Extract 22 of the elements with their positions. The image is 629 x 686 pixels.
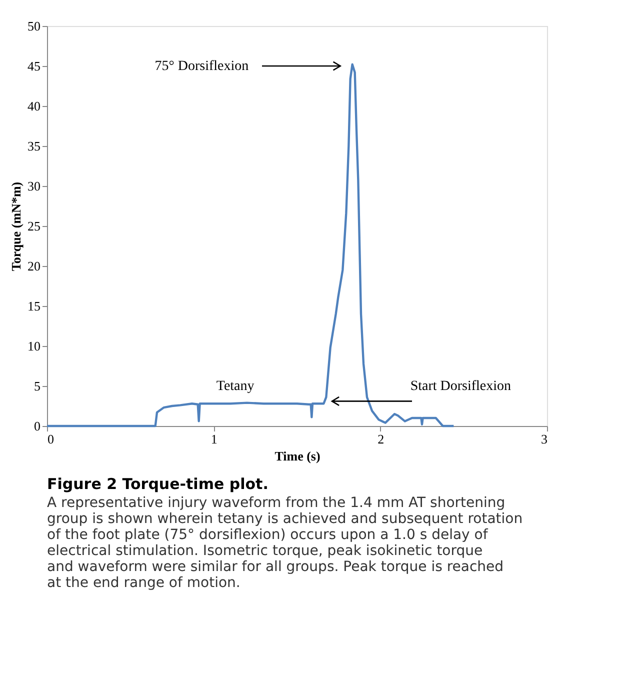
x-tick-label: 3 [541,432,548,446]
text: Figure 2 Torque-time plot. [47,475,268,493]
y-tick-label: 30 [28,178,40,194]
y-tick-label: 25 [28,218,40,234]
y-tick-label: 45 [28,58,40,74]
annotation: Start Dorsiflexion [410,379,512,394]
y-tick-label: 0 [34,418,40,434]
x-tick-label: 0 [48,432,54,446]
x-axis-title: Time (s) [274,448,320,464]
text: A representative injury waveform from the 1.4 mm AT shortening group is shown wherein tetany is achieved and subsequent rotation of the foot plate (75° dorsiflexion) occurs upon a 1.0 s delay of electrical stimulation. Isometric torque, peak isokinetic torque and waveform were similar for all groups. Peak torque is reached at the end range of motion. [47,495,523,591]
annotation: Tetany [216,379,254,394]
x-tick-label: 2 [378,432,384,446]
y-axis-title: Torque (mN*m) [8,182,24,272]
y-tick-label: 10 [28,338,40,354]
y-tick-label: 15 [28,298,40,314]
y-tick-label: 40 [28,98,40,114]
y-tick-label: 35 [28,138,40,154]
x-tick-label: 1 [210,432,218,446]
y-tick-label: 50 [28,18,40,34]
annotation: 75° Dorsiflexion [154,59,249,74]
y-tick-label: 20 [28,258,40,274]
y-tick-label: 5 [34,378,40,394]
